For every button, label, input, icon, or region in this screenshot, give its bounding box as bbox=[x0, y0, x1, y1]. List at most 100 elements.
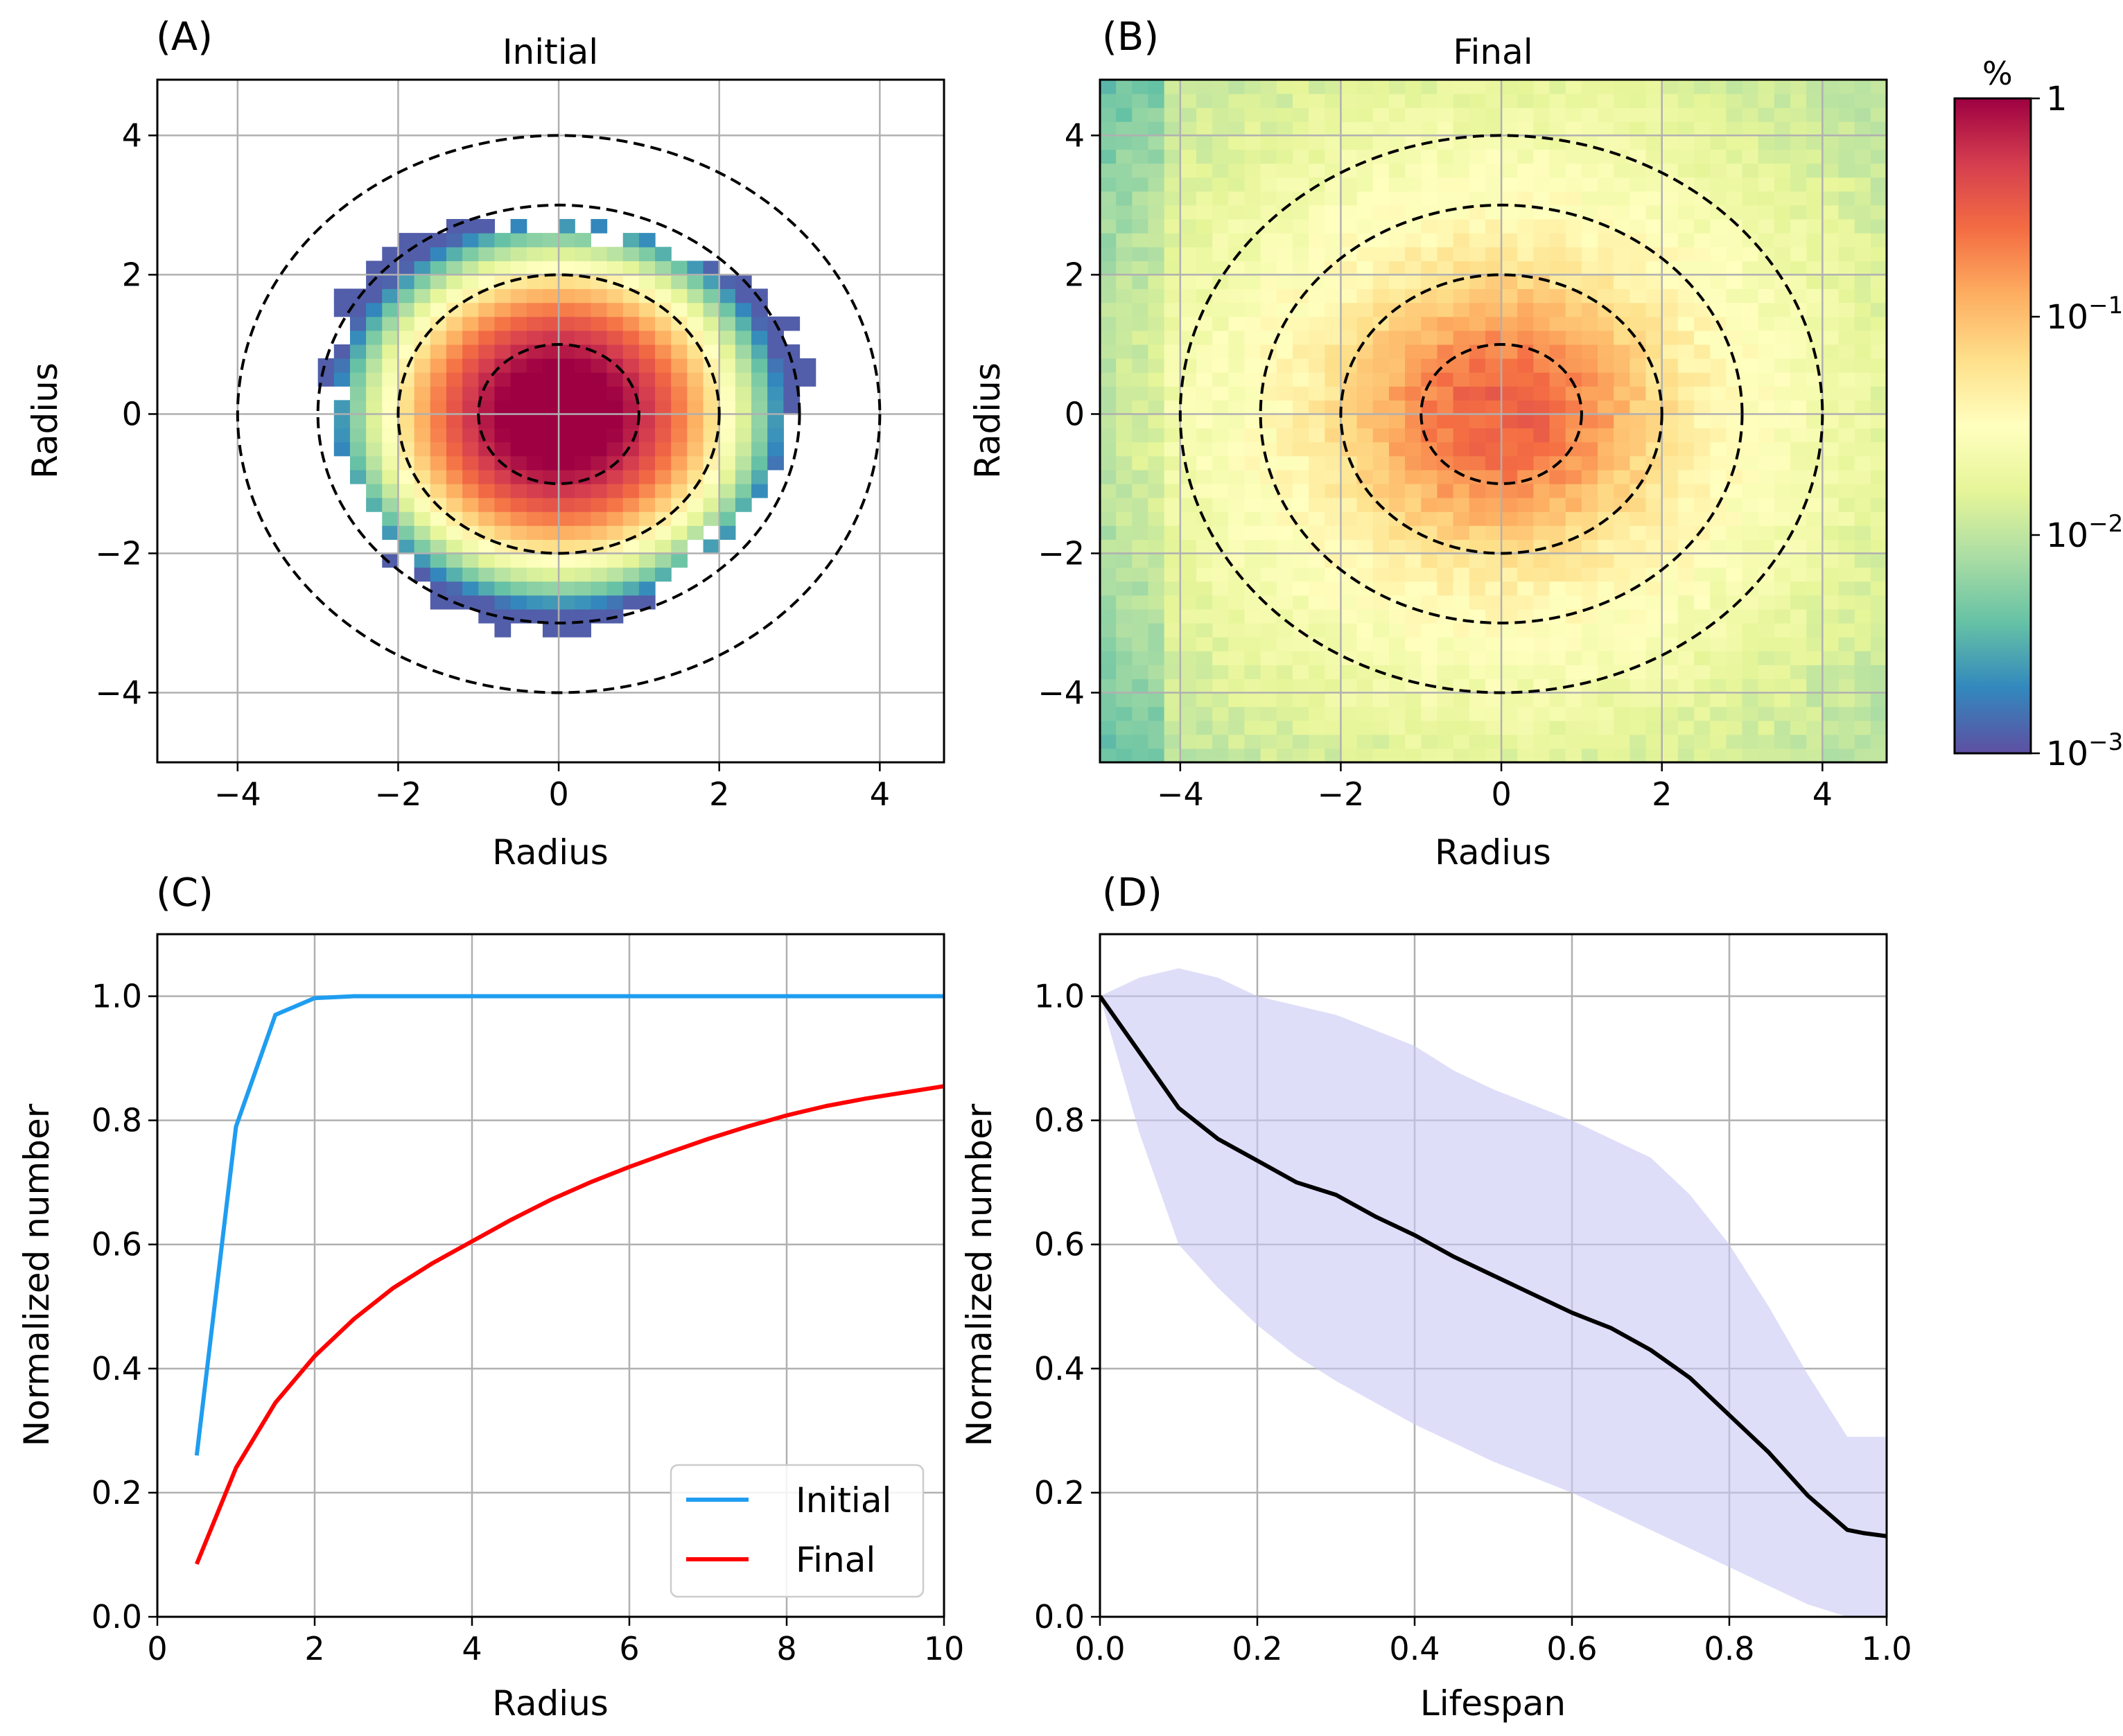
heatmap-cell bbox=[430, 316, 447, 331]
heatmap-cell bbox=[1838, 316, 1855, 331]
heatmap-cell bbox=[1774, 720, 1791, 735]
heatmap-cell bbox=[1581, 622, 1598, 638]
heatmap-cell bbox=[1453, 622, 1470, 638]
heatmap-cell bbox=[1196, 539, 1213, 554]
heatmap-cell bbox=[1100, 121, 1117, 137]
heatmap-cell bbox=[559, 219, 575, 234]
heatmap-cell bbox=[398, 372, 415, 387]
heatmap-cell bbox=[622, 261, 640, 276]
heatmap-cell bbox=[1372, 372, 1390, 387]
panel-d-lifespan-chart: 0.0 0.2 0.4 0.6 0.8 1.0 0.00.20.40.60.81.0 (D… bbox=[959, 870, 1912, 1724]
heatmap-cell bbox=[1838, 107, 1855, 122]
heatmap-cell bbox=[1100, 80, 1117, 94]
heatmap-cell bbox=[526, 400, 543, 415]
heatmap-cell bbox=[1453, 567, 1470, 582]
heatmap-cell bbox=[1710, 608, 1727, 624]
heatmap-cell bbox=[1421, 121, 1438, 137]
heatmap-cell bbox=[1244, 80, 1261, 94]
heatmap-cell bbox=[1325, 414, 1342, 429]
heatmap-cell bbox=[1758, 135, 1775, 150]
heatmap-cell bbox=[1164, 414, 1181, 429]
heatmap-cell bbox=[446, 553, 463, 568]
heatmap-cell bbox=[542, 498, 559, 512]
heatmap-cell bbox=[1196, 94, 1213, 108]
heatmap-cell bbox=[1437, 316, 1454, 331]
heatmap-cell bbox=[1774, 233, 1791, 247]
heatmap-cell bbox=[1854, 358, 1871, 373]
heatmap-cell bbox=[446, 330, 463, 345]
heatmap-cell bbox=[1325, 581, 1342, 596]
heatmap-cell bbox=[1437, 567, 1454, 582]
heatmap-cell bbox=[1661, 261, 1679, 276]
heatmap-cell bbox=[1838, 720, 1855, 735]
heatmap-cell bbox=[1630, 581, 1647, 596]
heatmap-cell bbox=[1469, 678, 1486, 694]
heatmap-cell bbox=[1565, 80, 1582, 94]
heatmap-cell bbox=[1806, 191, 1823, 206]
heatmap-cell bbox=[510, 247, 527, 261]
heatmap-cell bbox=[1180, 692, 1197, 708]
heatmap-cell bbox=[1421, 539, 1438, 554]
heatmap-cell bbox=[1405, 581, 1422, 596]
heatmap-cell bbox=[1325, 469, 1342, 484]
heatmap-cell bbox=[1774, 595, 1791, 610]
heatmap-cell bbox=[398, 274, 415, 290]
heatmap-cell bbox=[1630, 455, 1647, 471]
heatmap-cell bbox=[1180, 414, 1197, 429]
heatmap-cell bbox=[1726, 261, 1743, 276]
heatmap-cell bbox=[1116, 330, 1133, 345]
heatmap-cell bbox=[1485, 135, 1502, 150]
heatmap-cell bbox=[1565, 358, 1582, 373]
heatmap-cell bbox=[1854, 692, 1871, 708]
heatmap-cell bbox=[398, 344, 415, 359]
heatmap-cell bbox=[1533, 358, 1550, 373]
heatmap-cell bbox=[1260, 553, 1277, 568]
heatmap-cell bbox=[1565, 720, 1582, 735]
heatmap-cell bbox=[1581, 706, 1598, 721]
heatmap-cell bbox=[1453, 720, 1470, 735]
heatmap-cell bbox=[1694, 567, 1711, 582]
heatmap-cell bbox=[478, 358, 496, 373]
heatmap-cell bbox=[1870, 498, 1887, 512]
heatmap-cell bbox=[1292, 386, 1309, 401]
heatmap-cell bbox=[1549, 469, 1566, 484]
heatmap-cell bbox=[1244, 163, 1261, 178]
heatmap-cell bbox=[559, 455, 575, 471]
heatmap-cell bbox=[1196, 80, 1213, 94]
heatmap-cell bbox=[622, 483, 640, 498]
heatmap-cell bbox=[1132, 191, 1149, 206]
heatmap-cell bbox=[1694, 469, 1711, 484]
heatmap-cell bbox=[1340, 428, 1358, 443]
heatmap-cell bbox=[1437, 608, 1454, 624]
heatmap-cell bbox=[1340, 637, 1358, 651]
heatmap-cell bbox=[1774, 358, 1791, 373]
heatmap-cell bbox=[1276, 567, 1293, 582]
heatmap-cell bbox=[1309, 748, 1325, 762]
x-tick-label: −2 bbox=[375, 775, 422, 813]
heatmap-cell bbox=[1598, 581, 1614, 596]
heatmap-cell bbox=[1661, 525, 1679, 540]
heatmap-cell bbox=[606, 400, 624, 415]
heatmap-cell bbox=[1453, 595, 1470, 610]
heatmap-cell bbox=[1774, 665, 1791, 679]
heatmap-cell bbox=[1276, 455, 1293, 471]
heatmap-cell bbox=[1276, 581, 1293, 596]
heatmap-cell bbox=[1598, 163, 1614, 178]
heatmap-cell bbox=[1838, 595, 1855, 610]
heatmap-cell bbox=[671, 483, 688, 498]
heatmap-cell bbox=[1870, 219, 1887, 234]
heatmap-cell bbox=[591, 288, 608, 304]
heatmap-cell bbox=[1838, 581, 1855, 596]
heatmap-cell bbox=[1565, 400, 1582, 415]
heatmap-cell bbox=[719, 498, 736, 512]
heatmap-cell bbox=[1838, 608, 1855, 624]
heatmap-cell bbox=[478, 469, 496, 484]
heatmap-cell bbox=[1822, 665, 1840, 679]
heatmap-cell bbox=[478, 608, 496, 624]
heatmap-cell bbox=[542, 344, 559, 359]
heatmap-cell bbox=[1517, 692, 1534, 708]
heatmap-cell bbox=[1517, 539, 1534, 554]
heatmap-cell bbox=[1822, 498, 1840, 512]
heatmap-cell bbox=[1469, 191, 1486, 206]
heatmap-cell bbox=[1453, 428, 1470, 443]
